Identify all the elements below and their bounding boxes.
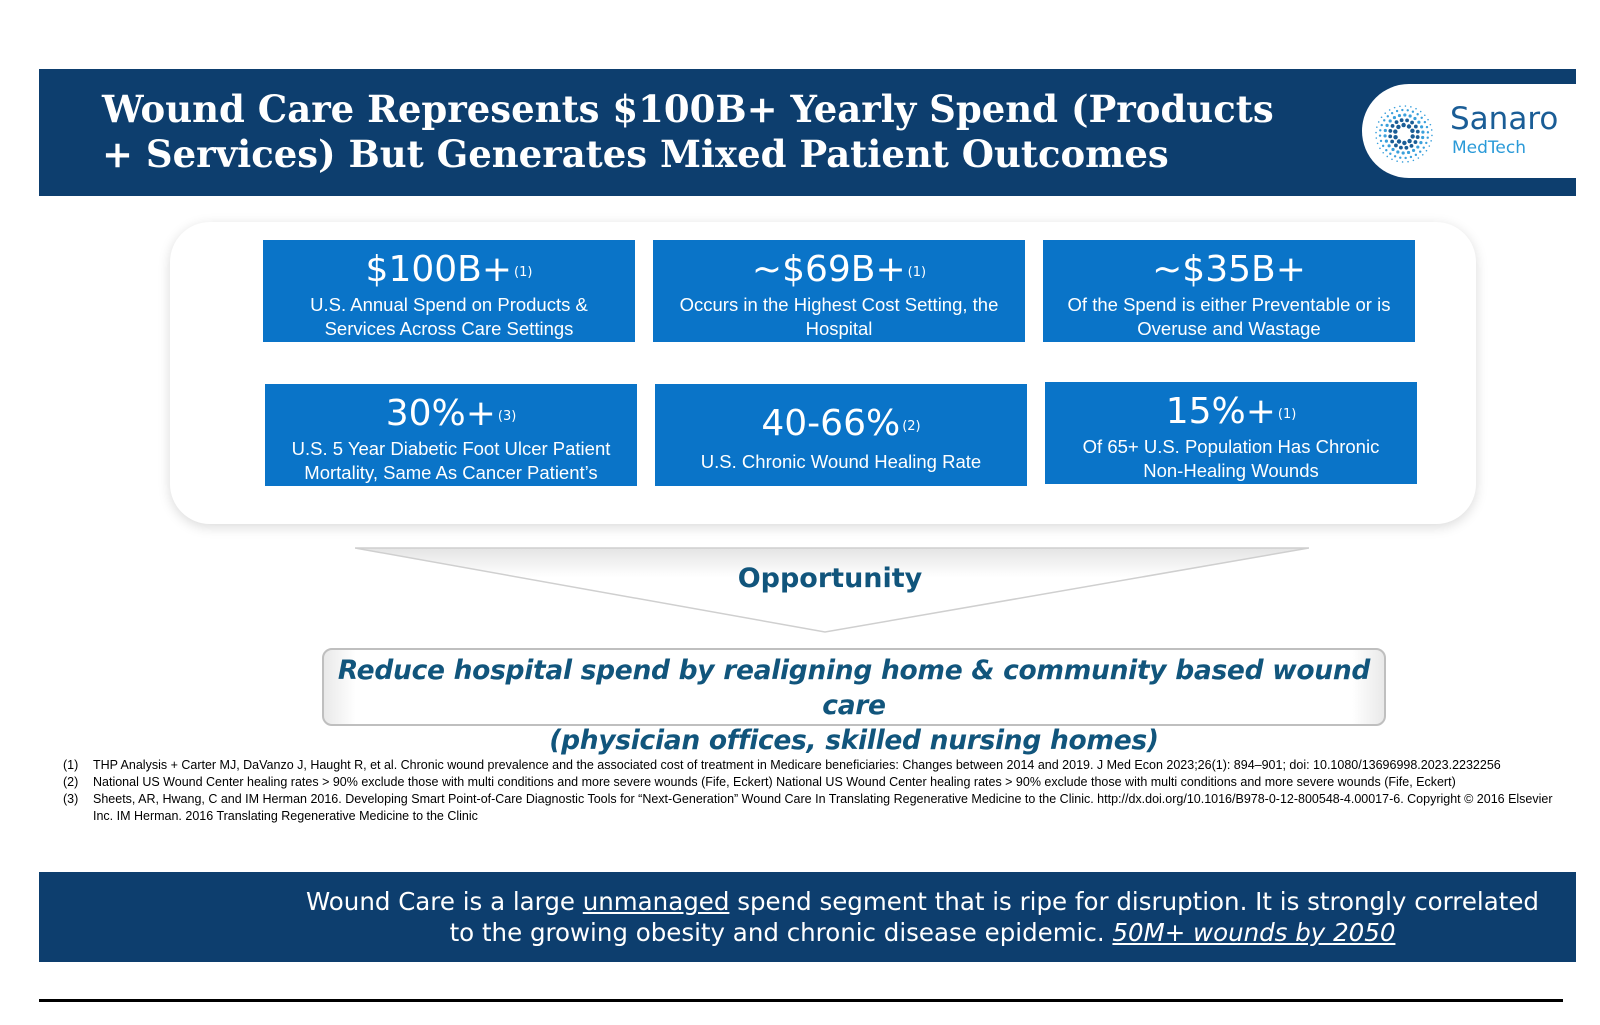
wounds-2050-emphasis: 50M+ wounds by 2050 bbox=[1112, 918, 1396, 947]
opportunity-label: Opportunity bbox=[737, 563, 923, 594]
footnote-ref: (1) bbox=[1277, 407, 1297, 422]
logo-name: Sanaro bbox=[1450, 101, 1559, 137]
footnote-ref: (3) bbox=[497, 409, 517, 424]
bottom-banner: Wound Care is a large unmanaged spend se… bbox=[39, 872, 1576, 962]
sanaro-starburst-icon bbox=[1375, 105, 1433, 163]
stat-value: ~$69B+ (1) bbox=[751, 249, 927, 290]
footnote-text: Sheets, AR, Hwang, C and IM Herman 2016.… bbox=[93, 792, 1553, 823]
footnote-ref: (2) bbox=[902, 419, 921, 434]
footnote-ref: (1) bbox=[514, 265, 533, 280]
stat-description: U.S. 5 Year Diabetic Foot Ulcer Patient M… bbox=[291, 438, 611, 483]
header-bar: Wound Care Represents $100B+ Yearly Spen… bbox=[39, 69, 1576, 196]
footnote-item: (3) Sheets, AR, Hwang, C and IM Herman 2… bbox=[63, 791, 1575, 825]
footnote-item: (2) National US Wound Center healing rate… bbox=[63, 774, 1575, 791]
stat-card-hospital-spend: ~$69B+ (1) Occurs in the Highest Cost Set… bbox=[653, 240, 1025, 342]
callout-line-2: (physician offices, skilled nursing home… bbox=[549, 725, 1159, 756]
stat-value: 30%+ (3) bbox=[385, 393, 517, 434]
callout-line-1: Reduce hospital spend by realigning home… bbox=[337, 655, 1371, 721]
stat-description: Of the Spend is either Preventable or is… bbox=[1067, 294, 1391, 339]
footnote-number: (2) bbox=[63, 775, 79, 789]
stat-card-healing-rate: 40-66% (2) U.S. Chronic Wound Healing Rat… bbox=[655, 384, 1027, 486]
unmanaged-emphasis: unmanaged bbox=[582, 887, 730, 916]
footnotes: (1) THP Analysis + Carter MJ, DaVanzo J, … bbox=[63, 757, 1575, 825]
opportunity-arrow bbox=[355, 547, 1309, 633]
stat-description: Of 65+ U.S. Population Has Chronic Non-He… bbox=[1082, 436, 1380, 481]
opportunity-callout: Reduce hospital spend by realigning home… bbox=[322, 648, 1386, 756]
footnote-ref: (1) bbox=[907, 265, 927, 280]
stat-description: U.S. Annual Spend on Products & Services … bbox=[310, 294, 588, 339]
title-line-1: Wound Care Represents $100B+ Yearly Spen… bbox=[102, 87, 1274, 131]
footnote-number: (1) bbox=[63, 758, 79, 772]
footnote-text: National US Wound Center healing rates >… bbox=[93, 775, 1456, 789]
stat-value: 15%+ (1) bbox=[1165, 391, 1297, 432]
stat-description: U.S. Chronic Wound Healing Rate bbox=[700, 451, 982, 472]
stat-value: 40-66% (2) bbox=[761, 403, 921, 444]
sanaro-logo: Sanaro MedTech bbox=[1362, 84, 1576, 178]
stat-card-chronic-wounds: 15%+ (1) Of 65+ U.S. Population Has Chron… bbox=[1045, 382, 1417, 484]
stat-value: $100B+ (1) bbox=[365, 249, 533, 290]
stat-description: Occurs in the Highest Cost Setting, the H… bbox=[679, 294, 999, 339]
logo-subtitle: MedTech bbox=[1452, 138, 1526, 158]
footnote-item: (1) THP Analysis + Carter MJ, DaVanzo J, … bbox=[63, 757, 1575, 774]
stat-card-total-spend: $100B+ (1) U.S. Annual Spend on Products … bbox=[263, 240, 635, 342]
footnote-number: (3) bbox=[63, 792, 79, 806]
stats-panel: $100B+ (1) U.S. Annual Spend on Products … bbox=[170, 222, 1476, 524]
banner-line-1: Wound Care is a large unmanaged spend se… bbox=[306, 887, 1539, 916]
title-line-2: + Services) But Generates Mixed Patient … bbox=[102, 132, 1169, 176]
stat-value: ~$35B+ bbox=[1152, 249, 1306, 290]
stat-card-preventable-spend: ~$35B+ Of the Spend is either Preventabl… bbox=[1043, 240, 1415, 342]
stat-card-dfu-mortality: 30%+ (3) U.S. 5 Year Diabetic Foot Ulcer … bbox=[265, 384, 637, 486]
footnote-text: THP Analysis + Carter MJ, DaVanzo J, Hau… bbox=[93, 758, 1501, 772]
banner-line-2: to the growing obesity and chronic disea… bbox=[449, 918, 1396, 947]
footer-rule bbox=[39, 999, 1563, 1002]
page-title: Wound Care Represents $100B+ Yearly Spen… bbox=[102, 87, 1342, 177]
